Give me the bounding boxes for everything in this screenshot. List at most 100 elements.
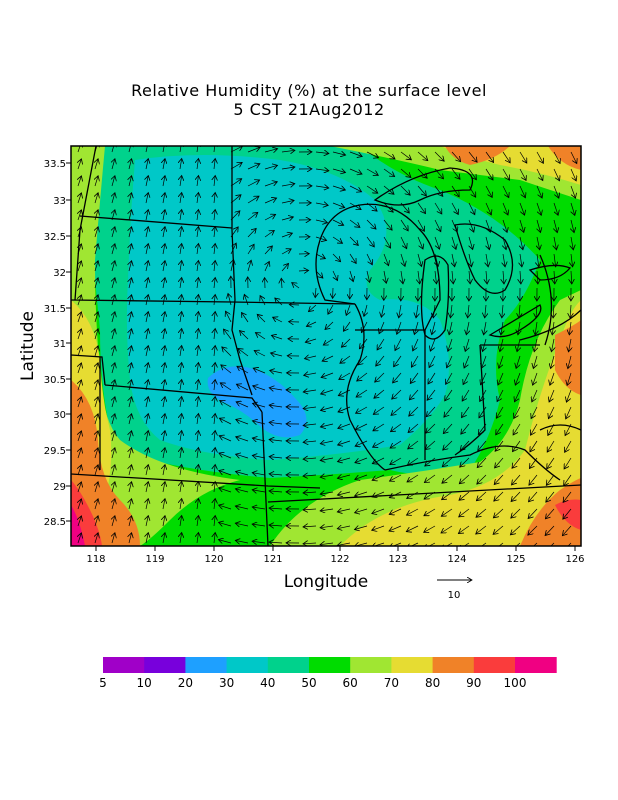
wind-vector [320,441,334,444]
wind-vector [424,508,436,516]
wind-vector [332,152,346,155]
wind-vector [197,482,199,493]
wind-vector [129,295,132,306]
wind-vector [529,457,538,469]
wind-vector [146,346,148,357]
wind-vector [303,526,317,527]
wind-vector [400,236,407,249]
wind-vector [78,146,81,153]
wind-vector [534,338,537,352]
wind-vector [252,490,266,492]
lake-michigan [420,255,450,340]
colorbar-swatch [515,657,557,673]
y-tick-label: 32.5 [44,232,66,243]
wind-vector [510,542,521,546]
wind-vector [320,509,334,511]
wind-vector [424,525,436,532]
contour-band-80-90-sw [71,380,140,546]
wind-vector [383,219,392,230]
wind-vector [303,492,317,493]
y-tick-label: 31 [53,339,66,350]
wind-vector [214,159,215,170]
wind-vector [533,542,538,546]
wind-vector [273,317,283,323]
wind-vector [129,329,132,340]
wind-vector [417,151,428,161]
wind-vector [95,244,98,255]
wind-vector [78,482,81,493]
wind-vector [376,355,385,366]
colorbar-swatch [350,657,392,673]
wind-vector [305,356,317,359]
wind-vector [536,185,542,198]
wind-vector [373,406,385,414]
wind-vector [364,304,367,316]
wind-vector [567,372,571,385]
wind-vector [146,431,148,442]
wind-vector [238,349,249,357]
wind-vector [112,295,115,306]
colorbar-swatch [391,657,434,673]
colorbar-label: 10 [137,676,152,690]
boundary-line [519,309,581,341]
wind-vector [553,168,560,181]
wind-vector [571,219,574,233]
wind-vector [112,482,115,493]
colorbar-swatch [432,657,475,673]
wind-vector [180,295,182,306]
wind-vector [389,525,402,531]
wind-vector [163,380,165,391]
wind-vector [163,499,165,510]
wind-vector [303,509,317,510]
wind-vector [129,431,132,442]
wind-vector [112,397,115,408]
wind-vector [214,227,215,238]
wind-vector [303,475,317,476]
wind-vector [441,508,453,516]
wind-vector [486,236,489,250]
wind-vector [197,329,199,340]
boundary-line [384,445,561,481]
wind-vector [450,304,452,318]
wind-vector [240,331,249,340]
wind-vector [197,465,199,476]
wind-vector [391,406,402,415]
wind-vector [337,492,351,495]
boundary-line [261,411,269,546]
wind-vector [78,414,81,425]
wind-vector [214,363,215,374]
wind-vector [78,295,81,306]
wind-vector [214,261,215,272]
wind-vector [512,457,521,468]
wind-vector [373,440,385,447]
x-tick-label: 125 [506,554,525,565]
wind-vector [350,270,353,282]
wind-vector [129,533,132,544]
wind-vector [163,159,165,170]
wind-vector [112,533,115,544]
wind-vector [328,304,334,314]
wind-vector [426,423,436,433]
wind-vector [373,423,385,431]
boundary-line [104,384,263,413]
wind-vector [383,253,389,266]
wind-vector [478,423,487,435]
wind-vector [163,278,165,289]
wind-vector [458,525,470,534]
wind-vector [264,165,278,169]
wind-vector [180,397,182,408]
wind-vector [321,407,334,410]
wind-vector [214,482,215,493]
wind-vector [252,541,266,543]
wind-vector [306,322,317,326]
wind-vector [180,533,182,544]
wind-vector [95,346,98,357]
wind-vector [458,542,470,546]
wind-vector [384,270,386,283]
wind-vector [426,406,436,417]
wind-vector [271,353,283,356]
contour-band-30-40 [126,155,449,460]
wind-vector [180,414,182,425]
wind-vector [112,380,115,391]
wind-vector [515,389,521,402]
